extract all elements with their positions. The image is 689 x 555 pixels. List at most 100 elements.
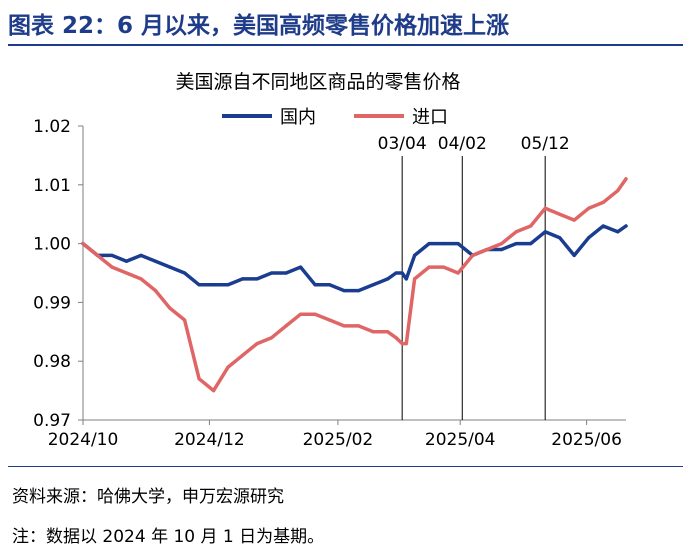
y-tick-label: 1.00 xyxy=(33,235,71,255)
event-label: 03/04 xyxy=(378,134,427,154)
data-point xyxy=(529,224,533,228)
data-point xyxy=(413,277,417,281)
base-period-note: 注：数据以 2024 年 10 月 1 日为基期。 xyxy=(12,527,325,547)
data-point xyxy=(601,200,605,204)
data-point xyxy=(110,253,114,257)
y-tick-label: 1.01 xyxy=(33,176,71,196)
data-point xyxy=(624,224,628,228)
data-point xyxy=(456,242,460,246)
data-point xyxy=(386,330,390,334)
data-point xyxy=(413,253,417,257)
data-point xyxy=(514,242,518,246)
data-point xyxy=(427,265,431,269)
data-point xyxy=(270,336,274,340)
data-point xyxy=(110,265,114,269)
data-point xyxy=(572,218,576,222)
data-point xyxy=(624,177,628,181)
data-point xyxy=(587,206,591,210)
data-point xyxy=(587,236,591,240)
data-point xyxy=(183,318,187,322)
data-point xyxy=(616,230,620,234)
data-point xyxy=(442,242,446,246)
legend-label-domestic: 国内 xyxy=(280,107,316,128)
source-note: 资料来源：哈佛大学，申万宏源研究 xyxy=(12,487,284,507)
data-point xyxy=(427,242,431,246)
data-point xyxy=(394,271,398,275)
data-point xyxy=(442,265,446,269)
data-point xyxy=(485,247,489,252)
x-tick-label: 2025/06 xyxy=(551,430,622,450)
data-point xyxy=(601,224,605,228)
data-point xyxy=(255,277,259,281)
data-point xyxy=(456,271,460,275)
data-point xyxy=(500,247,504,252)
data-point xyxy=(226,283,230,287)
data-point xyxy=(471,253,475,257)
data-point xyxy=(183,271,187,275)
data-point xyxy=(514,230,518,234)
data-point xyxy=(543,206,547,210)
y-tick-label: 0.97 xyxy=(33,411,71,431)
data-point xyxy=(357,324,361,328)
event-label: 04/02 xyxy=(438,134,487,154)
footer-divider xyxy=(8,466,683,467)
x-tick-label: 2024/10 xyxy=(48,430,119,450)
data-point xyxy=(124,259,129,263)
data-point xyxy=(313,283,317,287)
data-point xyxy=(284,271,288,275)
line-chart: 美国源自不同地区商品的零售价格 国内 进口 0.97 0.98 0.99 1.00 1.… xyxy=(33,71,628,450)
data-point xyxy=(558,236,562,240)
data-point xyxy=(212,389,216,393)
data-point xyxy=(241,277,245,281)
data-point xyxy=(81,242,85,246)
data-point xyxy=(558,212,562,216)
y-tick-label: 0.99 xyxy=(33,293,71,313)
data-point xyxy=(404,277,408,281)
y-tick-label: 0.98 xyxy=(33,352,71,372)
data-point xyxy=(153,259,158,263)
chart-title: 美国源自不同地区商品的零售价格 xyxy=(175,71,460,93)
data-point xyxy=(342,324,346,328)
event-label: 05/12 xyxy=(521,134,570,154)
data-point xyxy=(357,289,361,293)
series-domestic-line xyxy=(81,224,628,293)
data-point xyxy=(212,283,216,287)
data-point xyxy=(139,253,143,257)
data-point xyxy=(616,189,620,193)
data-point xyxy=(328,318,332,322)
x-tick-label: 2025/04 xyxy=(425,430,496,450)
legend-label-import: 进口 xyxy=(412,107,448,128)
data-point xyxy=(543,230,547,234)
data-point xyxy=(139,277,143,281)
data-point xyxy=(371,330,375,334)
figure-title: 图表 22：6 月以来，美国高频零售价格加速上涨 xyxy=(8,6,683,46)
data-point xyxy=(168,306,172,310)
data-point xyxy=(168,265,172,269)
data-point xyxy=(394,336,398,340)
series-import-line xyxy=(81,177,628,393)
legend: 国内 进口 xyxy=(222,107,448,128)
data-point xyxy=(197,377,201,381)
data-point xyxy=(241,353,245,357)
data-point xyxy=(371,283,375,287)
data-point xyxy=(529,242,533,246)
data-point xyxy=(124,271,129,275)
data-point xyxy=(342,289,346,293)
data-point xyxy=(226,365,230,369)
data-point xyxy=(153,289,158,293)
data-point xyxy=(328,283,332,287)
data-point xyxy=(386,277,390,281)
data-point xyxy=(572,253,576,257)
data-point xyxy=(500,242,504,246)
data-point xyxy=(299,312,303,316)
data-point xyxy=(400,271,404,275)
y-tick-label: 1.02 xyxy=(33,117,71,137)
data-point xyxy=(299,265,303,269)
data-point xyxy=(284,324,288,328)
data-point xyxy=(95,253,100,257)
data-point xyxy=(400,342,404,346)
data-point xyxy=(404,342,408,346)
data-point xyxy=(197,283,201,287)
data-point xyxy=(313,312,317,316)
x-tick-label: 2025/02 xyxy=(303,430,374,450)
